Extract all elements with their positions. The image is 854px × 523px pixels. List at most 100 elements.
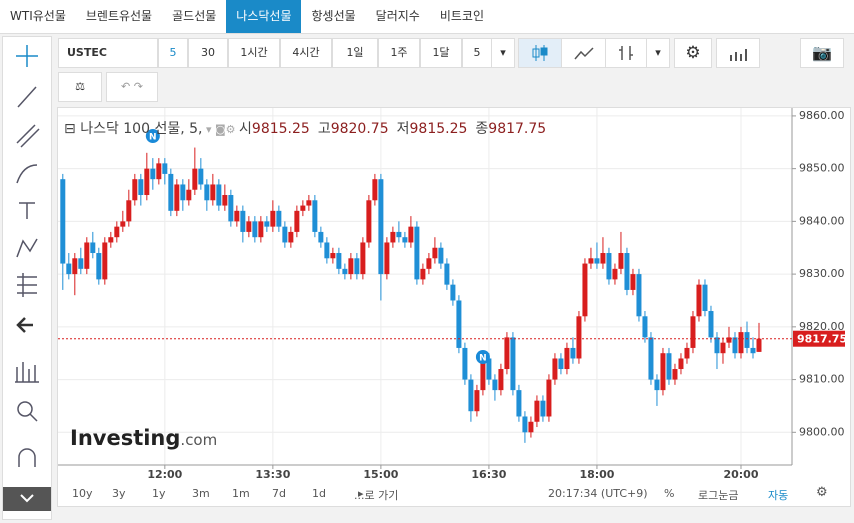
y-tick-label: 9850.00 — [799, 162, 845, 175]
tab[interactable]: WTI유선물 — [10, 9, 66, 23]
range-button[interactable]: 7d — [272, 487, 286, 500]
interval-button[interactable]: 4시간 — [280, 38, 332, 68]
interval-select[interactable]: 5 — [462, 38, 492, 68]
log-toggle[interactable]: 로그눈금 — [698, 489, 739, 502]
candle-body — [570, 347, 576, 359]
tab[interactable]: 골드선물 — [172, 9, 217, 23]
candle-body — [120, 221, 126, 227]
candle-body — [480, 358, 486, 391]
settings[interactable]: ⚙ — [674, 38, 712, 68]
goto[interactable]: ...로 가기 — [354, 489, 399, 502]
dropdown[interactable]: ▾ — [646, 38, 670, 68]
candle-body — [216, 184, 222, 206]
candle-body — [498, 369, 504, 391]
bottom-bar: ▸ ...로 가기 20:17:34 (UTC+9) % 로그눈금 자동 ⚙ 1… — [58, 484, 850, 504]
candle-body — [276, 210, 282, 227]
icon — [573, 47, 594, 60]
collapse[interactable]: ⊟ — [64, 121, 81, 137]
ohlc-value: 9817.75 — [488, 121, 547, 137]
candle-body — [150, 168, 156, 180]
y-tick-label: 9800.00 — [799, 425, 845, 438]
candle-body — [366, 200, 372, 243]
candle-body — [492, 379, 498, 391]
goto[interactable]: ▸ — [358, 487, 364, 500]
y-tick-label: 9830.00 — [799, 267, 845, 280]
range-button[interactable]: 3y — [112, 487, 126, 500]
settings[interactable]: ⚙ — [816, 485, 828, 500]
candle-body — [540, 400, 546, 417]
candle-body — [630, 274, 636, 290]
candle-body — [612, 268, 618, 280]
candle-body — [504, 337, 510, 370]
y-tick-label: 9840.00 — [799, 214, 845, 227]
percent-toggle[interactable]: % — [664, 487, 675, 500]
compare[interactable]: ⚖ — [58, 72, 102, 102]
candle-body — [174, 184, 180, 211]
tab[interactable]: 항셍선물 — [311, 9, 356, 23]
candle-body — [234, 210, 240, 222]
candle-body — [486, 358, 492, 380]
candle-body — [66, 263, 72, 275]
auto-toggle[interactable]: 자동 — [768, 489, 789, 502]
x-tick-label: 12:00 — [147, 468, 182, 481]
tab[interactable]: 브렌트유선물 — [85, 9, 153, 23]
candle-body — [732, 337, 738, 354]
candle-body — [384, 242, 390, 275]
candle-body — [636, 274, 642, 317]
candle-body — [300, 205, 306, 211]
candle-body — [450, 284, 456, 301]
range-button[interactable]: 10y — [72, 487, 93, 500]
candle-body — [390, 231, 396, 243]
candle-body — [78, 258, 84, 269]
tab[interactable]: 비트코인 — [439, 9, 484, 23]
candle-body — [564, 347, 570, 370]
interval-button[interactable]: 1시간 — [228, 38, 280, 68]
dropdown[interactable]: ▾ — [491, 38, 515, 68]
undo-redo[interactable]: ↶ ↷ — [106, 72, 158, 102]
candle-body — [684, 347, 690, 359]
range-button[interactable]: 3m — [192, 487, 210, 500]
candle-body — [642, 316, 648, 338]
candle-body — [606, 253, 612, 280]
screenshot[interactable]: 📷 — [800, 38, 844, 68]
tab[interactable]: 달러지수 — [375, 9, 420, 23]
candle-body — [144, 168, 150, 196]
line-type[interactable] — [561, 38, 606, 68]
candle-body — [90, 242, 96, 254]
interval-button[interactable]: 1달 — [420, 38, 462, 68]
ohlc-value: 9820.75 — [330, 121, 389, 137]
ohlc-label: 고 — [317, 121, 331, 137]
candle-body — [420, 268, 426, 280]
candle-body — [444, 263, 450, 285]
dropdown[interactable]: ▾ ◙⚙ — [202, 123, 240, 136]
interval-button[interactable]: 1주 — [378, 38, 420, 68]
candle-body — [312, 200, 318, 232]
candle-body — [624, 253, 630, 290]
candle-body — [156, 163, 162, 180]
candle-body — [228, 195, 234, 222]
candle-body — [516, 390, 522, 417]
candle-body — [198, 168, 204, 185]
candle-body — [72, 258, 78, 275]
symbol-input[interactable]: USTEC — [58, 38, 158, 68]
candle-body — [180, 184, 186, 201]
candle-body — [468, 379, 474, 412]
candle-body — [138, 179, 144, 196]
indicators[interactable] — [716, 38, 760, 68]
candle-type[interactable] — [518, 38, 562, 68]
interval-button[interactable]: 30 — [188, 38, 228, 68]
range-button[interactable]: 1m — [232, 487, 250, 500]
candle-body — [438, 247, 444, 264]
chart: 9800.00 9810.00 9820.00 9830.00 9840.00 9850.… — [58, 108, 847, 481]
candle-body — [336, 253, 342, 269]
range-button[interactable]: 1y — [152, 487, 166, 500]
interval-button[interactable]: 1일 — [332, 38, 378, 68]
range-button[interactable]: 1d — [312, 487, 326, 500]
bar-type[interactable] — [605, 38, 647, 68]
candle-body — [252, 221, 258, 238]
logo-text: .com — [180, 431, 218, 449]
interval-button[interactable]: 5 — [158, 38, 188, 68]
tab[interactable]: 나스닥선물 — [226, 0, 302, 33]
event-marker — [475, 350, 490, 364]
logo: Investing.com — [70, 426, 217, 450]
